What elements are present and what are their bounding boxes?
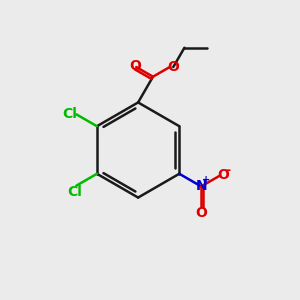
Text: O: O (217, 167, 229, 182)
Text: O: O (129, 58, 141, 73)
Text: Cl: Cl (68, 185, 82, 199)
Text: O: O (195, 206, 207, 220)
Text: +: + (202, 176, 211, 185)
Text: Cl: Cl (62, 107, 77, 121)
Text: -: - (226, 164, 231, 177)
Text: O: O (167, 60, 179, 74)
Text: N: N (195, 179, 207, 194)
